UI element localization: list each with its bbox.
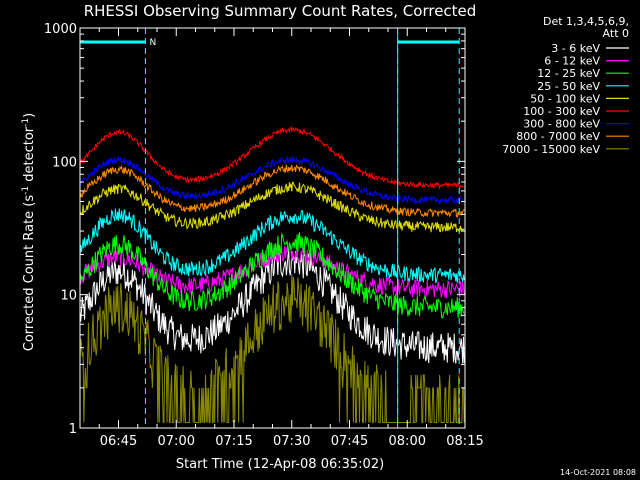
series-line-6 <box>79 155 465 206</box>
y-tick-label: 10 <box>60 289 77 304</box>
legend-label-8: 7000 - 15000 keV <box>502 143 600 156</box>
x-tick-label: 07:00 <box>158 434 195 449</box>
night-label: N <box>149 38 156 48</box>
series-line-8 <box>79 274 465 423</box>
legend-label-2: 12 - 25 keV <box>537 67 600 80</box>
legend-label-0: 3 - 6 keV <box>551 42 600 55</box>
y-axis-label: Corrected Count Rate (s-1 detector-1) <box>21 113 37 351</box>
y-axis-label-main: Corrected Count Rate (s <box>22 195 37 352</box>
legend-label-7: 800 - 7000 keV <box>516 130 600 143</box>
x-tick-label: 07:30 <box>273 434 310 449</box>
axes <box>79 27 466 429</box>
legend-label-4: 50 - 100 keV <box>530 92 600 105</box>
series-line-3 <box>79 208 465 284</box>
x-tick-label: 07:15 <box>215 434 252 449</box>
x-tick-labels: 06:45 07:00 07:15 07:30 07:45 08:00 08:15 <box>100 434 484 449</box>
timestamp: 14-Oct-2021 08:08 <box>560 468 636 477</box>
legend-label-6: 300 - 800 keV <box>523 118 600 131</box>
series-line-2 <box>79 232 465 319</box>
y-axis-label-sup2: -1 <box>21 118 31 127</box>
x-axis-label: Start Time (12-Apr-08 06:35:02) <box>176 457 384 472</box>
legend-label-1: 6 - 12 keV <box>544 55 600 68</box>
y-axis-label-sup1: -1 <box>21 186 31 195</box>
legend-label-3: 25 - 50 keV <box>537 80 600 93</box>
series-line-1 <box>79 244 465 300</box>
x-tick-label: 07:45 <box>331 434 368 449</box>
series-line-7 <box>79 164 465 218</box>
y-tick-label: 1000 <box>44 22 77 37</box>
x-tick-label: 06:45 <box>100 434 137 449</box>
plot-frame <box>79 27 466 429</box>
x-tick-label: 08:15 <box>446 434 483 449</box>
series-line-4 <box>79 181 465 233</box>
series-line-5 <box>79 126 465 190</box>
chart-title: RHESSI Observing Summary Count Rates, Co… <box>84 2 477 20</box>
legend-label-5: 100 - 300 keV <box>523 105 600 118</box>
y-tick-label: 1 <box>69 422 77 437</box>
y-axis-label-mid: detector <box>22 126 37 186</box>
legend-header-1: Det 1,3,4,5,6,9, <box>543 15 629 28</box>
series-layer <box>79 126 465 423</box>
y-axis-label-end: ) <box>22 113 37 118</box>
legend-header-2: Att 0 <box>603 27 629 40</box>
x-tick-label: 08:00 <box>389 434 426 449</box>
y-tick-labels: 1 10 100 1000 <box>44 22 77 437</box>
night-intervals: N <box>79 28 460 428</box>
y-tick-label: 100 <box>52 155 77 170</box>
